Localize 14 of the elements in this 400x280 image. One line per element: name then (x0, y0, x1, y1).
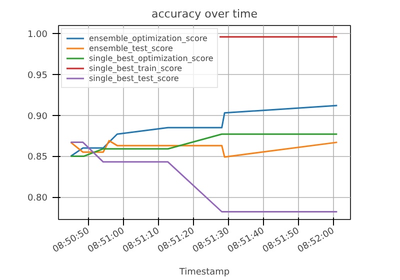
y-tick-label: 0.90 (27, 112, 48, 122)
legend-label: single_best_optimization_score (89, 53, 214, 63)
x-axis-title: Timestamp (178, 267, 230, 278)
legend-label: ensemble_optimization_score (89, 33, 208, 43)
legend-label: single_best_test_score (89, 73, 179, 83)
y-tick-label: 0.85 (27, 152, 48, 163)
chart-title: accuracy over time (152, 8, 258, 20)
y-tick-label: 0.80 (27, 194, 48, 204)
line-series (70, 104, 338, 157)
legend-label: ensemble_test_score (89, 43, 173, 53)
line-series (70, 140, 338, 158)
y-tick-label: 0.95 (27, 71, 48, 82)
legend-label: single_best_train_score (89, 63, 182, 73)
y-tick-label: 1.00 (27, 30, 48, 40)
